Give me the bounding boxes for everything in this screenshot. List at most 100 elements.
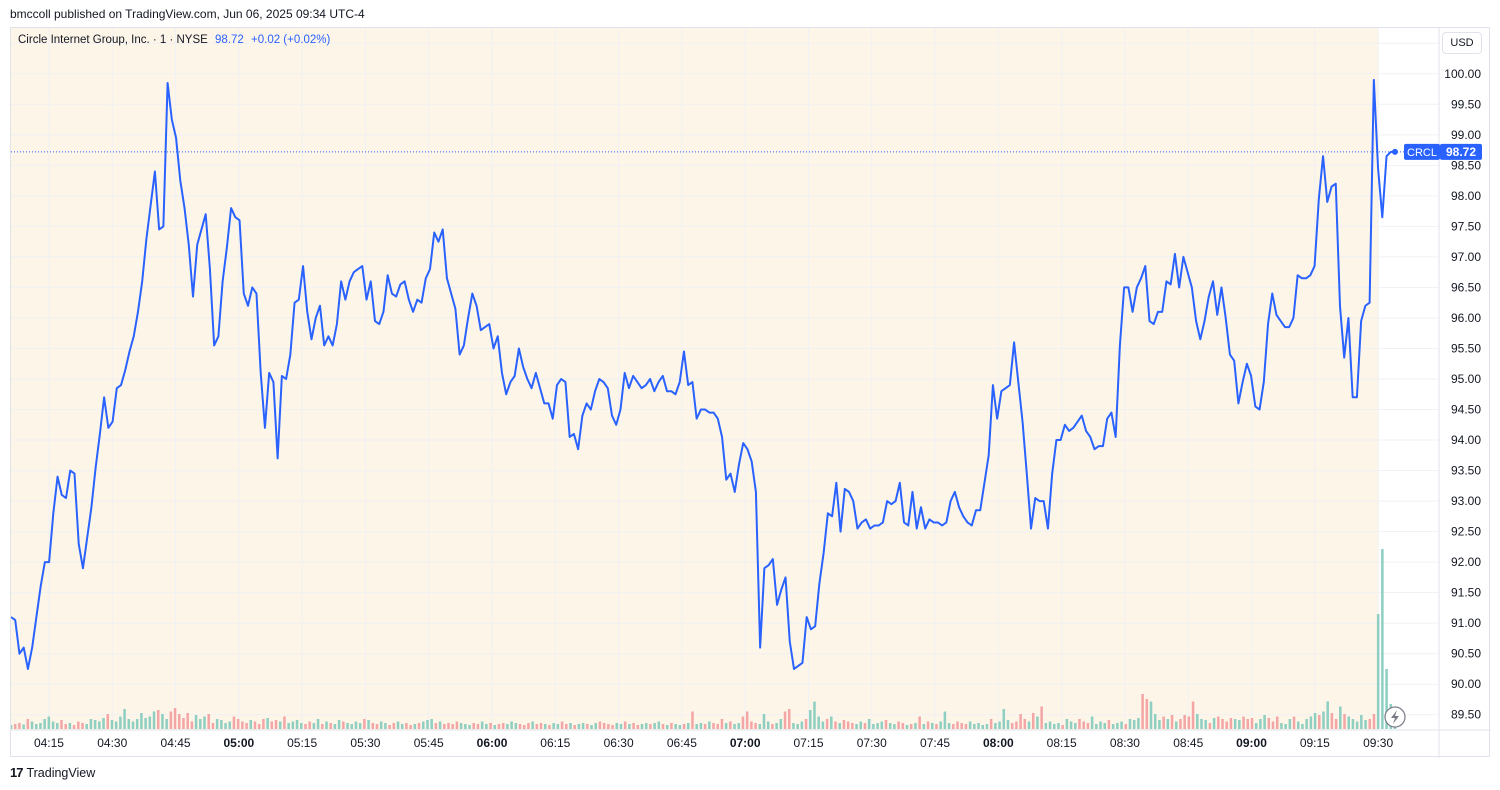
volume-bar (1040, 706, 1043, 729)
tradingview-brand: TradingView (26, 765, 96, 780)
volume-bar (413, 724, 417, 729)
volume-bar (1044, 723, 1048, 729)
y-tick-label: 93.00 (1451, 494, 1481, 508)
volume-bar (325, 721, 328, 729)
volume-bar (691, 711, 694, 729)
volume-bar (329, 723, 332, 729)
volume-bar (855, 724, 858, 729)
volume-bar (114, 721, 118, 729)
y-tick-label: 100.00 (1444, 67, 1481, 81)
volume-bar (1360, 715, 1363, 729)
volume-bar (1078, 719, 1081, 729)
x-tick-label: 05:30 (350, 736, 380, 750)
volume-bar (224, 723, 227, 729)
volume-bar (102, 718, 105, 729)
volume-bar (804, 719, 808, 729)
volume-bar (493, 725, 497, 729)
chart-frame[interactable]: 89.50 90.00 90.50 91.00 91.50 92.00 92.50 93.00… (10, 27, 1491, 758)
volume-bar (93, 720, 97, 729)
volume-bar (1149, 701, 1153, 729)
volume-bar (459, 723, 463, 729)
chart-legend[interactable]: Circle Internet Group, Inc. · 1 · NYSE 9… (18, 34, 330, 46)
volume-bar (1217, 716, 1220, 729)
volume-bar (81, 723, 84, 729)
volume-bar (1254, 723, 1258, 729)
volume-bar (510, 721, 513, 729)
volume-bar (1385, 669, 1388, 729)
volume-bar (998, 721, 1001, 729)
volume-bar (1208, 723, 1212, 729)
volume-bar (156, 710, 160, 729)
volume-bar (825, 719, 829, 729)
volume-bar (333, 724, 337, 729)
volume-bar (771, 724, 774, 729)
volume-bar (152, 711, 156, 729)
volume-bar (186, 713, 189, 729)
volume-bar (476, 724, 480, 729)
x-tick-label: 08:30 (1110, 736, 1140, 750)
volume-bar (602, 723, 606, 729)
volume-bar (417, 723, 421, 729)
price-series-line[interactable] (11, 78, 1395, 670)
volume-bar (321, 724, 324, 729)
last-point-marker (1392, 148, 1398, 155)
tradingview-logo[interactable]: 17 TradingView (10, 765, 95, 780)
volume-bar (985, 724, 989, 729)
volume-bar (548, 725, 551, 729)
volume-bar (1124, 724, 1128, 729)
volume-bar (1162, 716, 1165, 729)
y-tick-label: 90.00 (1451, 677, 1481, 691)
volume-bar (1132, 720, 1136, 729)
lightning-icon[interactable] (1384, 706, 1406, 728)
volume-bar (1095, 724, 1098, 729)
x-tick-label: 08:00 (983, 736, 1014, 750)
volume-bar (123, 709, 126, 729)
volume-bar (758, 724, 762, 729)
y-tick-label: 90.50 (1451, 647, 1481, 661)
volume-bar (989, 719, 993, 729)
volume-bar (11, 725, 13, 729)
x-tick-label: 08:45 (1173, 736, 1203, 750)
volume-bar (1225, 721, 1228, 729)
volume-bar (173, 708, 177, 729)
volume-bar (77, 721, 80, 729)
y-tick-label: 91.50 (1451, 586, 1481, 600)
volume-bar (1116, 723, 1119, 729)
volume-bar (809, 710, 812, 729)
volume-bar (640, 724, 644, 729)
volume-bar (421, 721, 425, 729)
price-chart[interactable]: 89.50 90.00 90.50 91.00 91.50 92.00 92.50 93.00… (11, 28, 1491, 758)
volume-bar (846, 721, 850, 729)
ticker-tag-label: CRCL (1407, 147, 1437, 159)
volume-bar (1082, 721, 1085, 729)
volume-bar (699, 723, 703, 729)
volume-bar (1061, 725, 1064, 729)
volume-bar (60, 720, 63, 729)
volume-bar (312, 723, 316, 729)
volume-bar (695, 724, 698, 729)
volume-bar (665, 725, 669, 729)
volume-bar (947, 723, 951, 729)
y-tick-label: 96.00 (1451, 311, 1481, 325)
volume-bar (737, 723, 741, 729)
currency-button[interactable]: USD (1442, 32, 1482, 54)
volume-bar (257, 724, 261, 729)
volume-bar (586, 724, 589, 729)
x-tick-label: 06:15 (540, 736, 570, 750)
volume-bar (1057, 723, 1060, 729)
volume-bar (766, 721, 770, 729)
volume-bar (342, 721, 345, 729)
volume-bar (914, 723, 917, 729)
volume-bar (430, 719, 433, 729)
volume-bar (379, 721, 383, 729)
volume-bar (569, 723, 572, 729)
volume-bar (207, 714, 210, 729)
x-tick-label: 09:15 (1300, 736, 1330, 750)
volume-bar (943, 711, 947, 729)
volume-bar (1330, 713, 1334, 729)
volume-bar (611, 725, 614, 729)
volume-bar (110, 720, 114, 729)
volume-bar (880, 721, 884, 729)
symbol-description[interactable]: Circle Internet Group, Inc. · 1 · NYSE (18, 34, 208, 46)
volume-bar (632, 723, 635, 729)
